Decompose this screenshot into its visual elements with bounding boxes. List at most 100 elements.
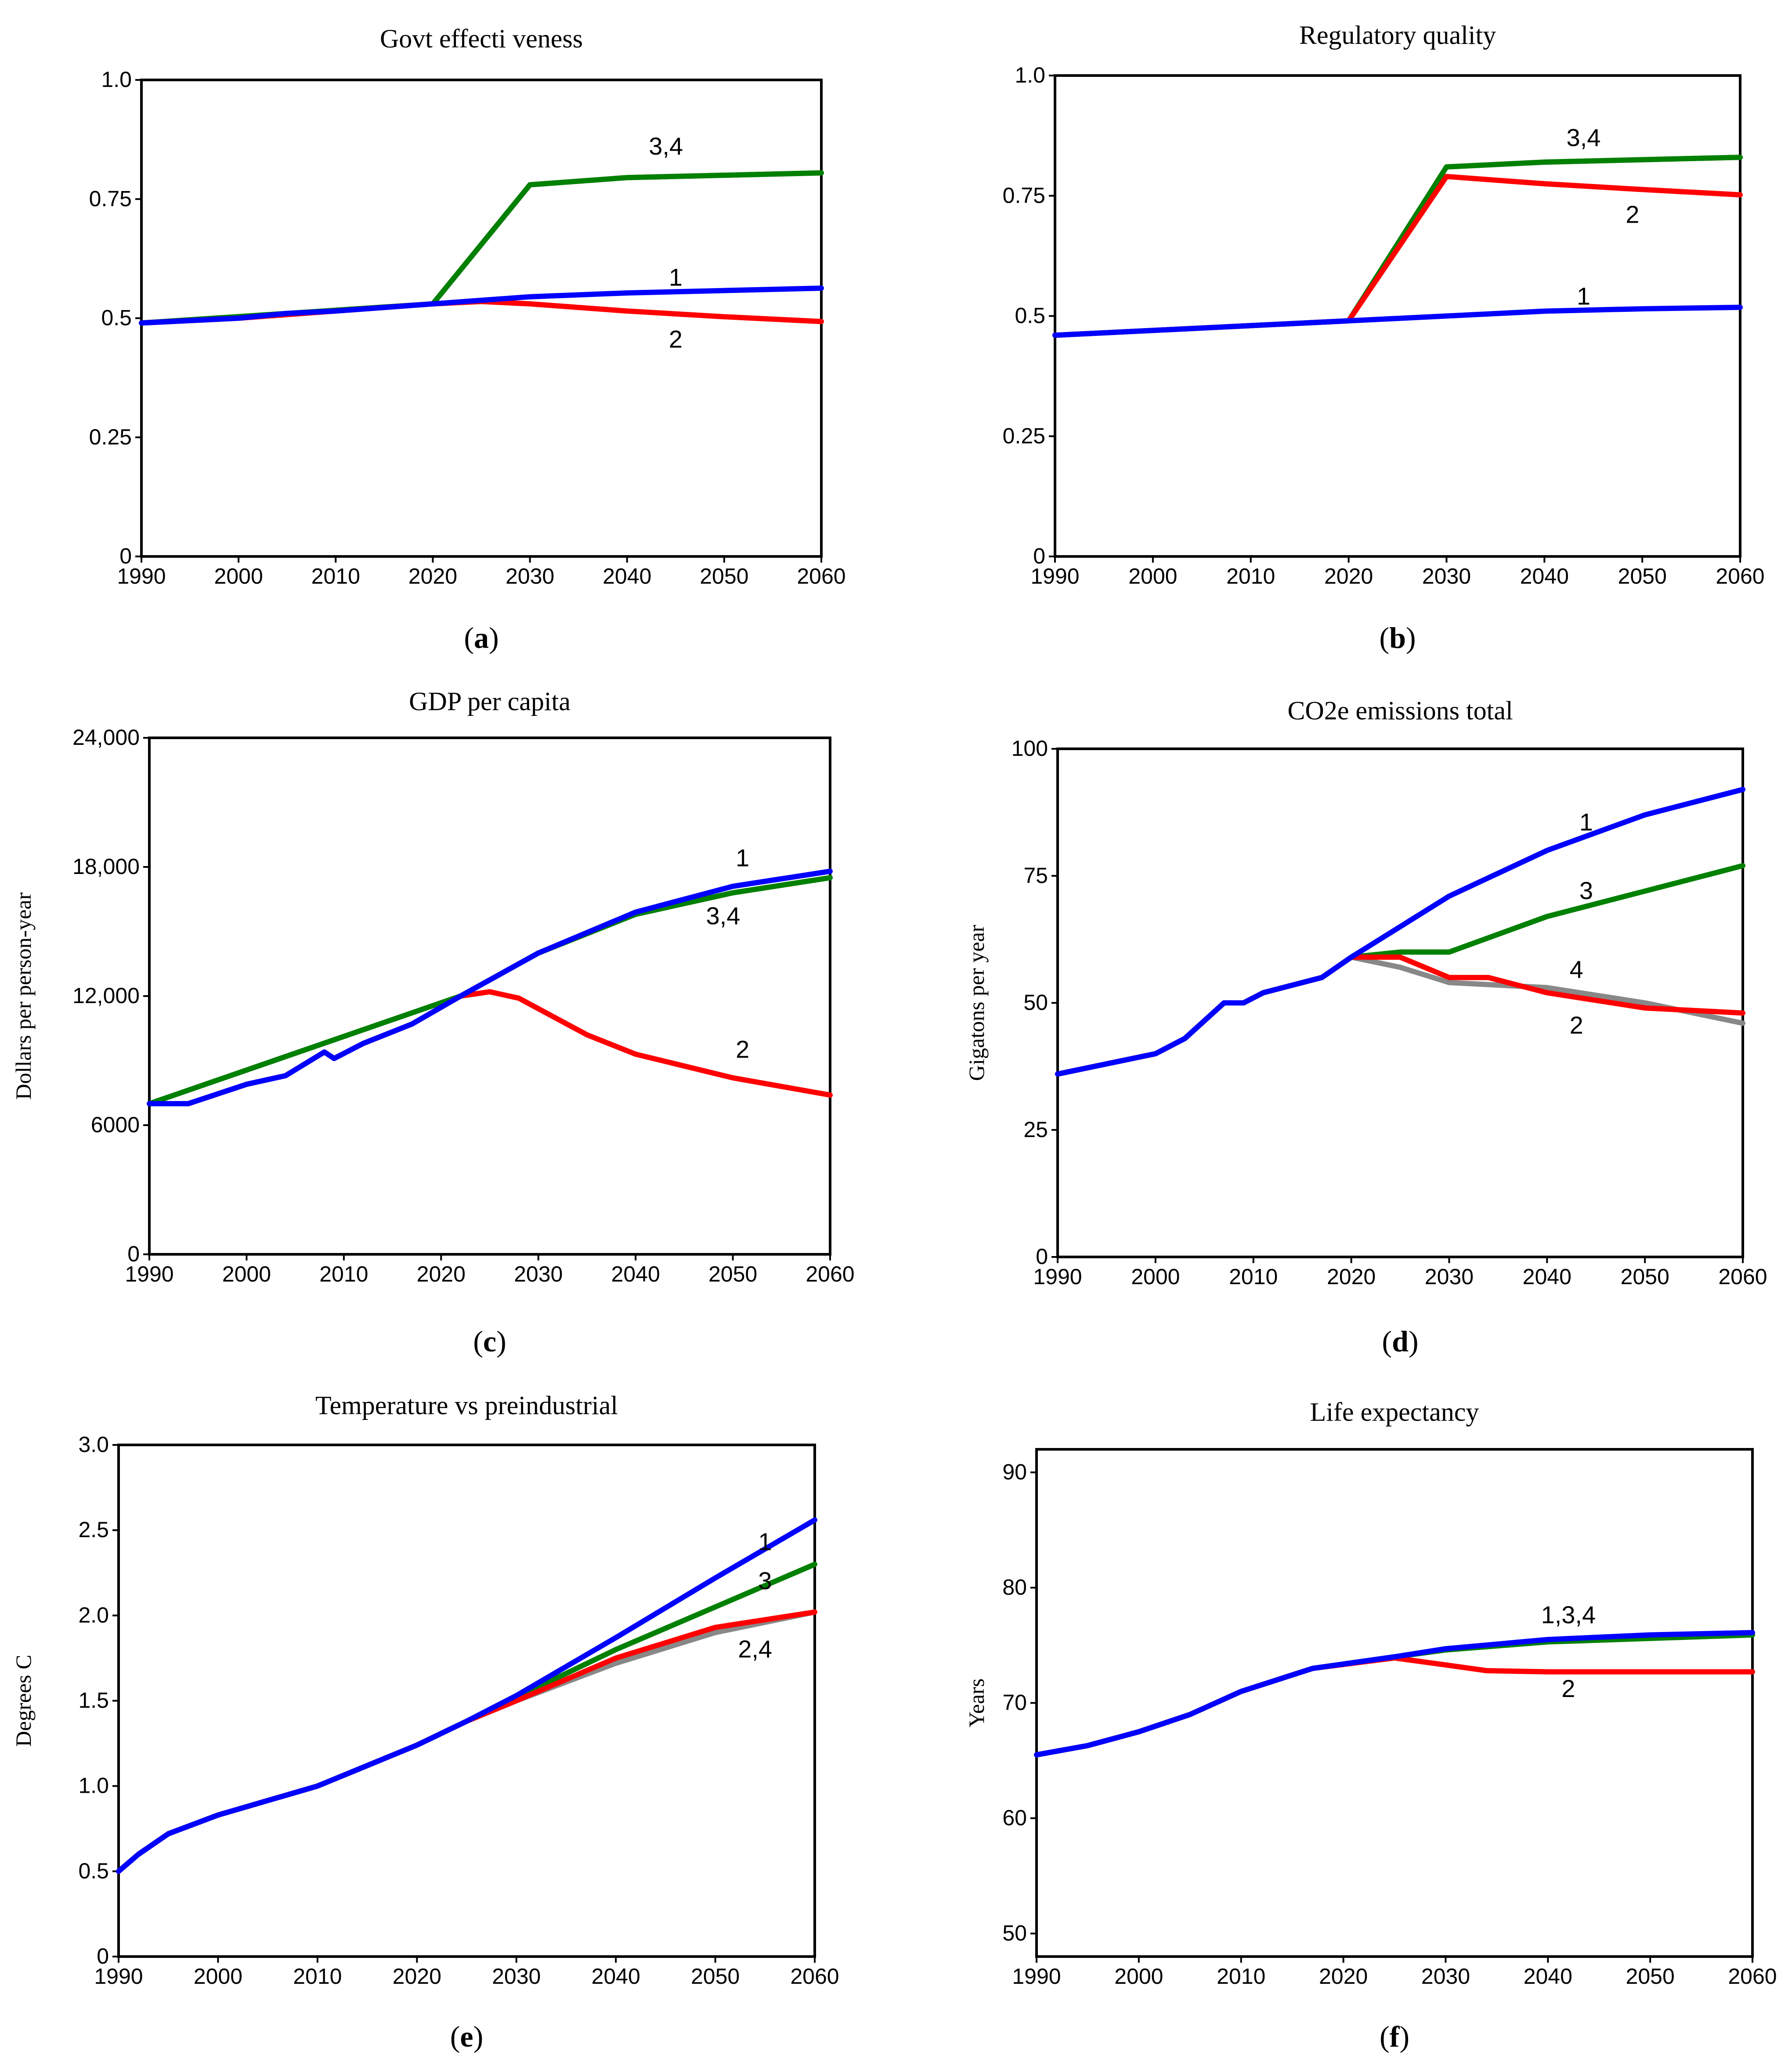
x-tick-label: 2020: [408, 564, 457, 589]
series-label: 3,4: [649, 132, 683, 160]
series-line-1: [1034, 1630, 1755, 1758]
y-tick-label: 2.0: [78, 1603, 109, 1627]
x-tick-label: 1990: [125, 1262, 173, 1286]
x-tick-label: 2020: [1319, 1964, 1368, 1989]
x-tick-label: 2050: [1618, 564, 1667, 589]
panel-f: Life expectancy 1990 2000 2010 2020 2030 2040 2…: [964, 1397, 1777, 2053]
series-label: 2: [669, 325, 683, 353]
series-label: 2: [736, 1036, 749, 1063]
x-tick-label: 1990: [1012, 1964, 1061, 1989]
x-tick-label: 2050: [1626, 1964, 1675, 1989]
panel-caption: (d): [1382, 1325, 1418, 1358]
x-tick-label: 2010: [319, 1262, 368, 1286]
x-tick-label: 2010: [293, 1964, 342, 1989]
series-label: 3: [1579, 877, 1593, 904]
chart-title: Life expectancy: [1310, 1397, 1479, 1426]
caption-letter: c: [483, 1325, 496, 1358]
y-tick-label: 0.5: [101, 306, 132, 330]
x-tick-label: 2010: [1229, 1264, 1278, 1289]
series-label: 3,4: [706, 902, 740, 930]
y-axis-label: Gigatons per year: [964, 924, 989, 1081]
y-tick-label: 0: [119, 544, 132, 568]
y-tick-label: 0.5: [78, 1859, 109, 1883]
y-tick-label: 18,000: [72, 854, 140, 879]
caption-close-paren: ): [496, 1325, 506, 1358]
y-tick-label: 60: [1002, 1805, 1027, 1830]
chart-title: Temperature vs preindustrial: [315, 1391, 618, 1420]
y-tick-label: 50: [1002, 1921, 1027, 1946]
y-tick-label: 3.0: [78, 1432, 109, 1457]
x-tick-label: 2040: [1523, 1264, 1572, 1289]
y-tick-label: 0: [1036, 1244, 1048, 1269]
series-line-1: [139, 285, 824, 326]
series-label: 3: [758, 1567, 772, 1595]
panel-caption: (a): [464, 621, 499, 654]
x-tick-label: 2000: [194, 1964, 242, 1989]
caption-open-paren: (: [450, 2020, 460, 2053]
series-label: 2: [1561, 1675, 1575, 1702]
series-label: 1: [736, 844, 749, 871]
y-tick-label: 1.5: [78, 1688, 109, 1713]
x-tick-label: 2000: [222, 1262, 271, 1286]
x-tick-label: 2030: [1421, 1964, 1470, 1989]
caption-open-paren: (: [1379, 621, 1389, 654]
x-tick-label: 2040: [611, 1262, 660, 1286]
x-tick-label: 1990: [94, 1964, 143, 1989]
caption-letter: b: [1389, 621, 1406, 654]
series-line-1: [1052, 304, 1743, 338]
caption-open-paren: (: [464, 621, 474, 654]
y-axis-label: Degrees C: [11, 1655, 36, 1747]
y-tick-label: 70: [1002, 1690, 1027, 1715]
y-tick-label: 100: [1012, 736, 1048, 761]
panel-caption: (e): [450, 2020, 484, 2053]
series-label: 2: [1626, 201, 1639, 228]
x-tick-label: 1990: [1030, 564, 1079, 589]
panel-d: CO2e emissions total 1990 2000 2010 2020 2030…: [964, 696, 1767, 1358]
series-label: 3,4: [1566, 123, 1601, 151]
x-tick-label: 2040: [1524, 1964, 1572, 1989]
chart-title: GDP per capita: [409, 687, 571, 716]
caption-letter: d: [1392, 1325, 1409, 1358]
y-tick-label: 90: [1002, 1460, 1027, 1484]
x-tick-label: 2030: [492, 1964, 541, 1989]
panel-a: Govt effecti veness 1990 2000 2010 2020 2030 2…: [89, 24, 846, 654]
caption-letter: a: [474, 621, 489, 654]
series-label: 1: [1577, 282, 1590, 310]
series-label: 1: [1579, 808, 1593, 836]
x-tick-label: 2060: [790, 1964, 839, 1989]
y-tick-label: 12,000: [72, 983, 140, 1008]
caption-close-paren: ): [489, 621, 499, 654]
x-tick-label: 1990: [1033, 1264, 1082, 1289]
x-tick-label: 2030: [1422, 564, 1471, 589]
y-tick-label: 25: [1023, 1117, 1048, 1142]
y-axis-label: Years: [964, 1679, 989, 1728]
x-tick-label: 2000: [1128, 564, 1177, 589]
panel-caption: (b): [1379, 621, 1416, 654]
caption-close-paren: ): [1406, 621, 1416, 654]
chart-title: Regulatory quality: [1299, 21, 1496, 50]
y-tick-label: 0.25: [1003, 423, 1045, 448]
panel-e: Temperature vs preindustrial 1990 2000 2010…: [11, 1391, 839, 2053]
caption-close-paren: ): [473, 2020, 484, 2053]
x-tick-label: 2060: [1728, 1964, 1777, 1989]
series-label: 4: [1570, 955, 1583, 983]
y-axis-label: Dollars per person-year: [11, 892, 36, 1100]
x-tick-label: 2050: [1621, 1264, 1669, 1289]
y-tick-label: 0: [1033, 544, 1045, 568]
y-tick-label: 0.75: [89, 186, 132, 211]
series-line-1: [147, 868, 833, 1106]
y-tick-label: 0.5: [1015, 303, 1045, 328]
y-tick-label: 2.5: [78, 1517, 109, 1542]
x-tick-label: 2050: [708, 1262, 757, 1286]
x-tick-label: 2000: [1114, 1964, 1163, 1989]
y-tick-label: 0: [97, 1944, 109, 1968]
x-tick-label: 2010: [1226, 564, 1275, 589]
x-tick-label: 2050: [691, 1964, 740, 1989]
caption-letter: f: [1390, 2020, 1400, 2053]
y-tick-label: 0.25: [89, 425, 132, 449]
x-tick-label: 2060: [1718, 1264, 1767, 1289]
x-tick-label: 2000: [214, 564, 263, 589]
y-tick-label: 75: [1023, 863, 1048, 888]
y-tick-label: 0.75: [1003, 183, 1045, 208]
